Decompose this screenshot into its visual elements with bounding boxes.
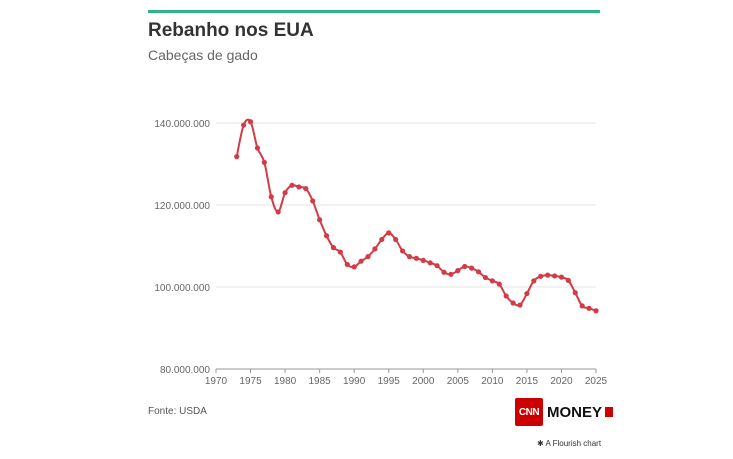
chart-title: Rebanho nos EUA [148, 20, 314, 41]
data-point[interactable] [303, 186, 309, 192]
data-point[interactable] [524, 290, 530, 297]
data-point[interactable] [406, 254, 413, 260]
data-point[interactable] [393, 236, 399, 243]
data-point[interactable] [372, 246, 378, 252]
series-layer [235, 118, 597, 312]
x-tick-label: 1975 [239, 376, 262, 387]
data-point[interactable] [496, 281, 502, 287]
data-point[interactable] [330, 245, 337, 251]
series-line [235, 118, 597, 312]
data-point[interactable] [379, 236, 385, 243]
data-point[interactable] [358, 258, 364, 264]
data-point[interactable] [261, 159, 267, 165]
data-point[interactable] [545, 272, 551, 278]
x-tick-label: 1990 [343, 376, 366, 387]
data-point[interactable] [489, 278, 495, 284]
data-point[interactable] [482, 274, 489, 281]
x-tick-label: 2005 [447, 376, 470, 387]
data-point[interactable] [572, 290, 578, 296]
data-point[interactable] [455, 268, 461, 274]
data-point[interactable] [386, 230, 392, 236]
y-tick-label: 140.000.000 [154, 119, 210, 130]
cnn-money-logo[interactable]: CNN MONEY [515, 398, 614, 426]
points-layer [234, 119, 599, 314]
money-logo-mark [605, 407, 614, 417]
data-point[interactable] [586, 305, 592, 311]
y-tick-label: 80.000.000 [160, 365, 210, 376]
data-point[interactable] [268, 194, 274, 200]
x-tick-label: 1980 [274, 376, 297, 387]
data-point[interactable] [241, 122, 247, 128]
data-point[interactable] [351, 264, 357, 270]
data-point[interactable] [462, 263, 468, 270]
data-point[interactable] [413, 255, 419, 261]
x-tick-label: 1995 [378, 376, 401, 387]
x-tick-label: 2000 [412, 376, 435, 387]
data-point[interactable] [275, 209, 281, 215]
x-tick-label: 1985 [309, 376, 332, 387]
x-axis-ticks: 1970 1975 1980 1985 1990 1995 2000 2005 2010 2015… [205, 369, 608, 387]
data-point[interactable] [579, 303, 585, 309]
data-point[interactable] [234, 154, 240, 160]
x-tick-label: 1970 [205, 376, 228, 387]
y-axis-ticks: 80.000.000 100.000.000 120.000.000 140.000.… [154, 119, 210, 376]
data-point[interactable] [344, 261, 350, 268]
data-point[interactable] [517, 302, 523, 308]
x-tick-label: 2010 [481, 376, 504, 387]
money-logo-text: MONEY [547, 403, 603, 421]
accent-bar [148, 10, 600, 13]
data-point[interactable] [469, 265, 475, 271]
data-point[interactable] [434, 263, 440, 269]
y-tick-label: 100.000.000 [154, 283, 210, 294]
data-point[interactable] [475, 269, 482, 275]
data-point[interactable] [531, 278, 537, 284]
data-point[interactable] [448, 271, 454, 277]
y-tick-label: 120.000.000 [154, 201, 210, 212]
x-tick-label: 2020 [550, 376, 573, 387]
data-point[interactable] [247, 119, 254, 125]
data-point[interactable] [427, 260, 433, 266]
data-point[interactable] [420, 257, 426, 263]
cnn-logo-box: CNN [515, 398, 543, 426]
data-point[interactable] [317, 217, 323, 223]
flourish-credit-link[interactable]: ✱ A Flourish chart [537, 439, 602, 448]
data-point[interactable] [282, 190, 288, 196]
x-tick-label: 2025 [585, 376, 608, 387]
data-point[interactable] [441, 269, 447, 275]
data-point[interactable] [538, 273, 544, 279]
data-point[interactable] [337, 249, 343, 255]
data-point[interactable] [310, 198, 316, 204]
data-point[interactable] [593, 308, 599, 314]
data-point[interactable] [296, 184, 302, 190]
data-point[interactable] [323, 233, 330, 239]
data-point[interactable] [551, 273, 558, 279]
data-point[interactable] [558, 274, 565, 280]
source-note: Fonte: USDA [148, 406, 207, 417]
data-point[interactable] [289, 182, 295, 188]
data-point[interactable] [503, 293, 509, 299]
data-point[interactable] [565, 277, 571, 284]
data-point[interactable] [365, 254, 371, 260]
data-point[interactable] [510, 300, 516, 306]
chart-subtitle: Cabeças de gado [148, 47, 258, 63]
grid [216, 122, 596, 370]
data-point[interactable] [399, 248, 406, 254]
x-tick-label: 2015 [516, 376, 539, 387]
data-point[interactable] [254, 145, 261, 151]
